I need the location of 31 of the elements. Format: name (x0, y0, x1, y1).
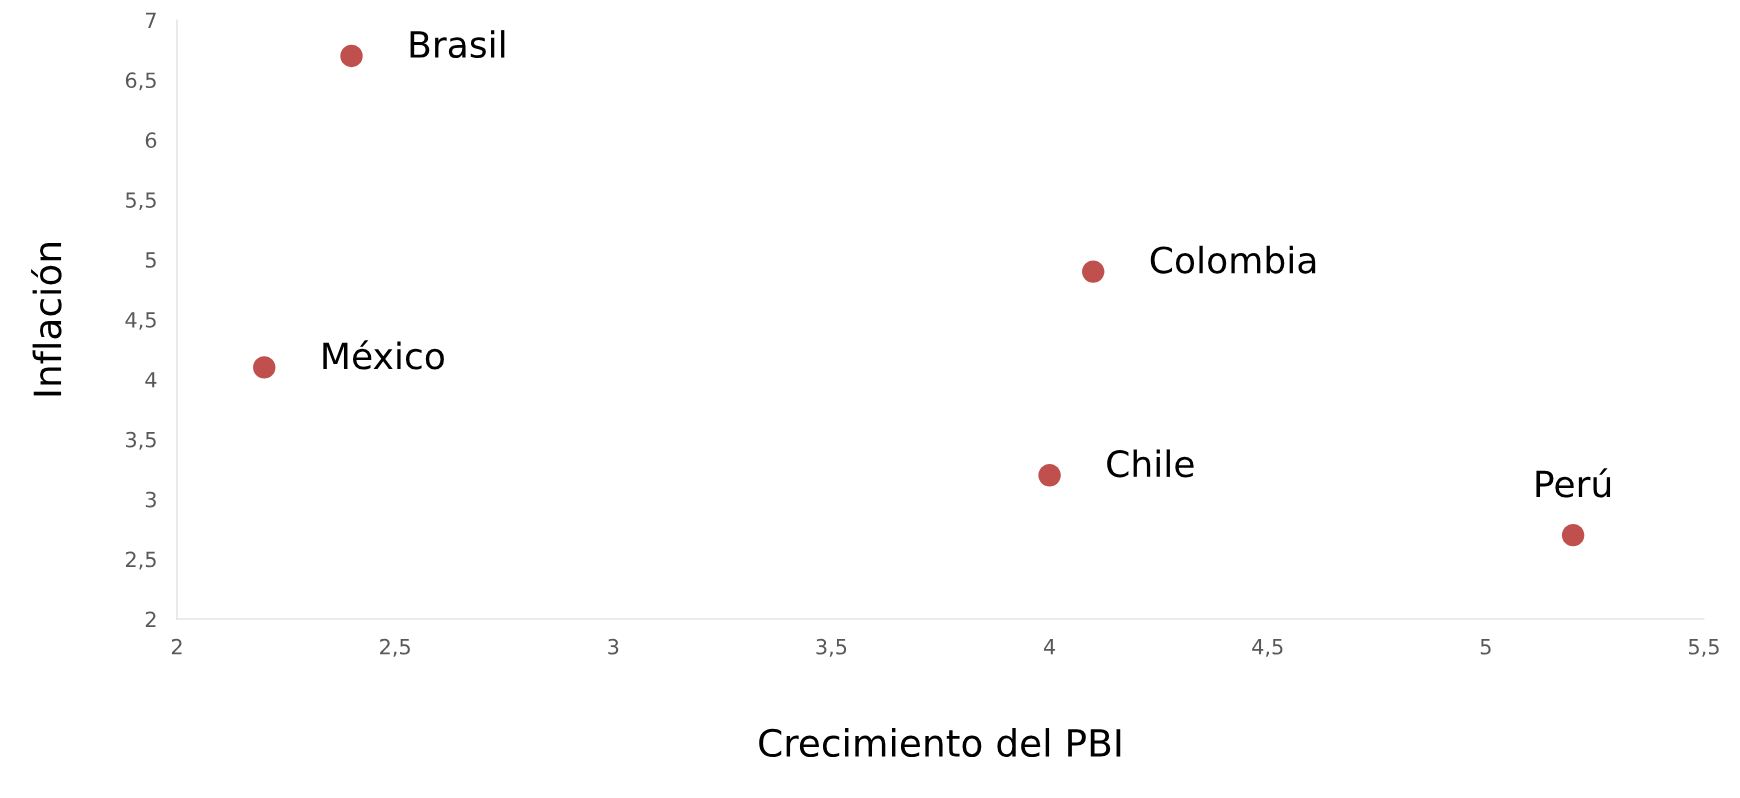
x-axis-title: Crecimiento del PBI (759, 728, 1121, 758)
y-tick-label: 4,5 (125, 312, 156, 330)
y-tick-label: 2,5 (125, 551, 156, 570)
annotation: Colombia (1150, 245, 1316, 274)
point (1082, 260, 1105, 283)
y-tick-label: 2 (145, 611, 156, 627)
x-tick-label: 2,5 (380, 638, 410, 657)
y-tick-label: 7 (146, 12, 156, 28)
x-tick-label: 5,5 (1689, 639, 1719, 657)
annotation: Perú (1536, 468, 1611, 498)
y-tick-label: 3,5 (126, 431, 156, 450)
point (1561, 523, 1585, 547)
y-tick-label: 4 (145, 372, 157, 388)
x-tick-label: 2 (171, 638, 182, 655)
y-tick-label: 3 (145, 491, 156, 508)
annotation: Brasil (410, 30, 505, 59)
y-axis-title: Inflación (31, 243, 62, 396)
annotation: México (323, 340, 444, 370)
x-tick-label: 4,5 (1252, 639, 1283, 657)
annotation: Chile (1107, 449, 1194, 478)
y-tick-label: 6,5 (125, 72, 156, 91)
x-tick-label: 3 (608, 638, 619, 655)
x-tick-label: 3,5 (816, 638, 847, 657)
point (340, 44, 363, 68)
point (1038, 464, 1061, 487)
y-tick-label: 5,5 (126, 192, 156, 211)
y-tick-label: 6 (145, 132, 157, 149)
point (253, 356, 276, 379)
x-tick-label: 5 (1480, 639, 1491, 655)
y-tick-label: 5 (145, 252, 156, 268)
x-tick-label: 4 (1043, 639, 1056, 655)
